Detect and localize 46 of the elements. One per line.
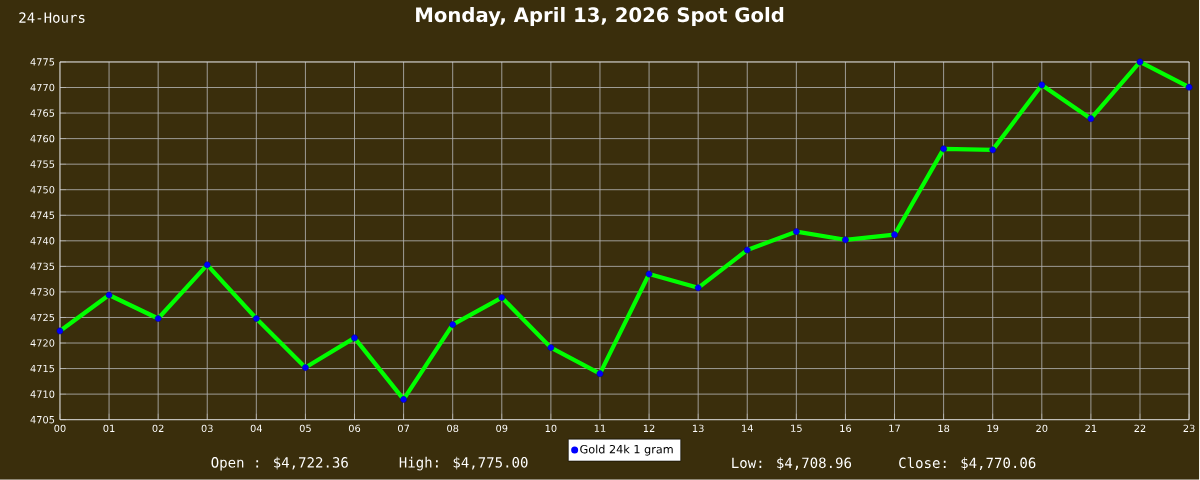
text: 24-Hours: [19, 12, 85, 24]
y-tick-label: 4755: [30, 160, 55, 168]
y-tick-label: 4705: [30, 416, 55, 424]
y-tick-label: 4775: [30, 58, 55, 66]
x-tick-label: 04: [250, 424, 263, 433]
x-tick-label: 19: [987, 424, 999, 433]
x-tick-label: 03: [201, 424, 213, 433]
x-tick-label: 02: [152, 424, 164, 433]
x-tick-label: 09: [496, 424, 508, 433]
x-tick-label: 12: [643, 424, 655, 433]
y-tick-label: 4725: [30, 313, 55, 322]
y-tick-label: 4710: [30, 390, 55, 399]
x-tick-label: 23: [1183, 424, 1195, 433]
x-tick-label: 10: [545, 424, 557, 433]
y-tick-label: 4735: [30, 262, 55, 271]
y-tick-label: 4720: [30, 339, 55, 347]
x-tick-label: 01: [103, 424, 115, 433]
text: Low: $4,708.96: [732, 457, 852, 471]
chart-title: Monday, April 13, 2026 Spot Gold: [416, 7, 784, 27]
y-tick-label: 4770: [30, 83, 55, 92]
x-tick-label: 15: [791, 424, 802, 433]
legend-label: Gold 24k 1 gram: [580, 444, 673, 456]
x-tick-label: 22: [1134, 424, 1146, 433]
x-tick-label: 18: [938, 424, 950, 433]
x-tick-label: 06: [348, 424, 361, 433]
x-tick-label: 13: [692, 424, 704, 433]
x-tick-label: 20: [1036, 424, 1048, 433]
y-tick-label: 4765: [30, 109, 55, 117]
text: Close: $4,770.06: [899, 457, 1036, 471]
x-tick-label: 05: [299, 424, 311, 433]
y-tick-label: 4760: [30, 135, 55, 143]
x-tick-label: 14: [742, 424, 753, 432]
y-tick-label: 4730: [30, 288, 55, 296]
text: High: $4,775.00: [399, 456, 528, 471]
x-tick-label: 08: [447, 424, 459, 433]
y-tick-label: 4745: [30, 211, 55, 220]
x-tick-label: 00: [54, 424, 66, 433]
x-tick-label: 16: [840, 424, 852, 433]
x-tick-label: 21: [1085, 424, 1097, 433]
x-tick-label: 11: [594, 424, 606, 432]
x-tick-label: 17: [889, 424, 900, 432]
text: Open : $4,722.36: [211, 457, 348, 471]
x-tick-label: 07: [397, 424, 410, 433]
y-tick-label: 4740: [30, 237, 55, 245]
y-tick-label: 4750: [30, 186, 55, 194]
y-tick-label: 4715: [30, 365, 55, 373]
